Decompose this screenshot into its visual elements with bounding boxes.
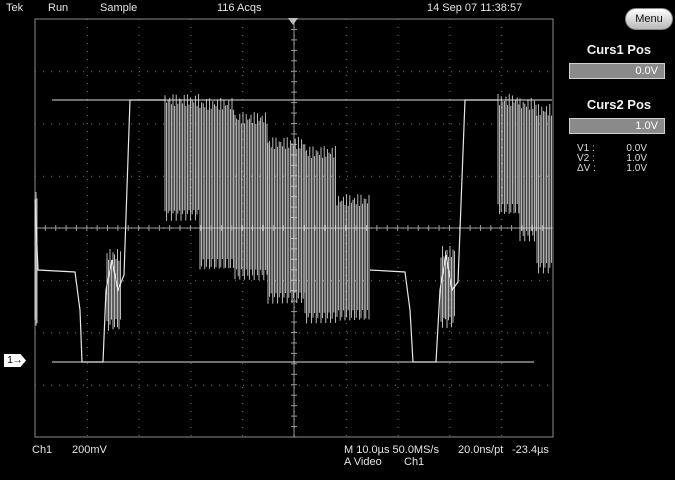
readout-row-v1: V1 :0.0V [577,143,647,154]
curs2-pos-title[interactable]: Curs2 Pos [586,97,652,112]
triangle-down-icon [288,18,298,25]
status-bar: Tek Run Sample 116 Acqs 14 Sep 07 11:38:… [0,0,675,18]
scope-display [34,18,554,438]
curs1-pos-value[interactable]: 0.0V [569,63,665,79]
curs2-pos-value[interactable]: 1.0V [569,118,665,134]
channel-label: Ch1 [32,444,53,456]
channel-marker-label: 1 [7,355,13,366]
datetime: 14 Sep 07 11:38:57 [427,2,523,14]
arrow-right-icon: 1 → [4,354,26,367]
brand-label: Tek [6,2,24,14]
run-state: Run [48,2,69,14]
cursor-readout: V1 :0.0V V2 :1.0V ΔV :1.0V [577,144,647,174]
volts-per-div: 200mV [72,444,107,456]
curs1-pos-title[interactable]: Curs1 Pos [586,42,652,57]
time-offset: -23.4µs [512,444,549,456]
resolution: 20.0ns/pt [458,444,504,456]
readout-row-v2: V2 :1.0V [577,153,647,164]
trigger-source: Ch1 [404,456,425,468]
side-menu: Menu Curs1 Pos 0.0V Curs2 Pos 1.0V V1 :0… [563,0,675,480]
acq-count: 116 Acqs [217,2,262,14]
readout-row-dv: ΔV :1.0V [577,163,647,174]
timebase: M 10.0µs 50.0MS/s [344,444,439,456]
acq-mode: Sample [100,2,138,14]
trigger-type: A Video [344,456,382,468]
menu-button[interactable]: Menu [625,8,673,30]
waveform-trace [34,94,552,363]
